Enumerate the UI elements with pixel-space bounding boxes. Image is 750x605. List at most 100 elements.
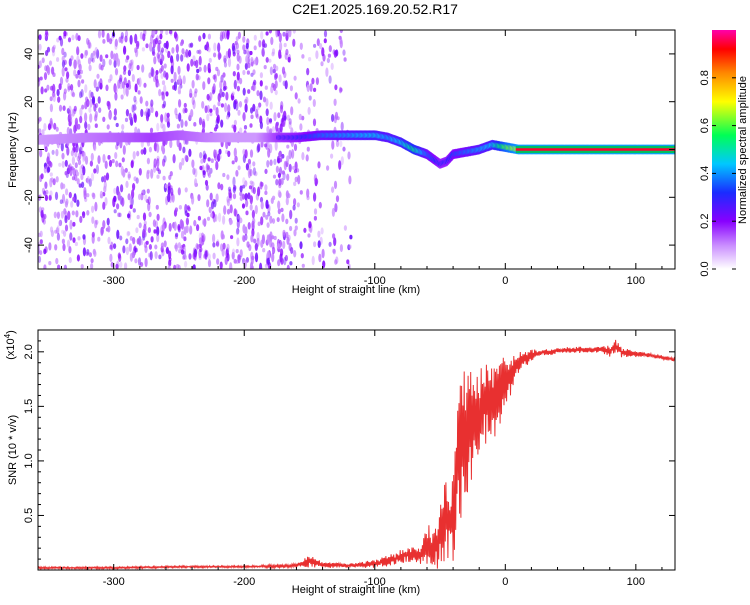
noise-speckle bbox=[207, 253, 211, 261]
noise-speckle bbox=[64, 215, 68, 224]
noise-speckle bbox=[185, 217, 189, 226]
noise-speckle bbox=[253, 238, 257, 244]
noise-speckle bbox=[339, 87, 343, 92]
noise-speckle bbox=[105, 172, 110, 181]
noise-speckle bbox=[330, 153, 334, 159]
noise-speckle bbox=[180, 230, 185, 239]
noise-speckle bbox=[133, 95, 137, 103]
noise-speckle bbox=[217, 101, 221, 107]
noise-speckle bbox=[242, 35, 246, 43]
noise-speckle bbox=[178, 99, 182, 108]
x-tick-label: -300 bbox=[103, 275, 125, 287]
noise-speckle bbox=[293, 169, 297, 174]
noise-speckle bbox=[334, 84, 338, 91]
noise-speckle bbox=[54, 191, 59, 201]
noise-speckle bbox=[272, 174, 277, 179]
noise-speckle bbox=[138, 77, 142, 88]
noise-speckle bbox=[169, 171, 173, 177]
noise-speckle bbox=[235, 169, 239, 177]
noise-speckle bbox=[242, 177, 246, 185]
noise-speckle bbox=[244, 180, 248, 187]
noise-speckle bbox=[41, 213, 45, 223]
noise-speckle bbox=[39, 149, 43, 158]
noise-speckle bbox=[148, 146, 152, 153]
noise-speckle bbox=[77, 35, 81, 42]
noise-speckle bbox=[38, 34, 42, 41]
noise-speckle bbox=[86, 249, 90, 255]
noise-speckle bbox=[216, 69, 221, 77]
x-tick-label: 100 bbox=[627, 576, 645, 588]
noise-speckle bbox=[207, 46, 211, 53]
noise-speckle bbox=[114, 38, 118, 48]
noise-speckle bbox=[77, 79, 81, 88]
noise-speckle bbox=[115, 263, 119, 269]
y-tick-label: -40 bbox=[23, 237, 35, 253]
noise-speckle bbox=[102, 220, 106, 229]
noise-speckle bbox=[74, 162, 78, 169]
noise-speckle bbox=[68, 257, 72, 264]
noise-speckle bbox=[146, 169, 150, 174]
noise-speckle bbox=[271, 242, 275, 250]
noise-speckle bbox=[272, 68, 276, 74]
noise-speckle bbox=[334, 111, 339, 120]
noise-speckle bbox=[266, 250, 270, 260]
noise-speckle bbox=[162, 100, 167, 108]
noise-speckle bbox=[264, 190, 268, 195]
noise-speckle bbox=[134, 99, 138, 105]
noise-speckle bbox=[241, 203, 246, 209]
noise-speckle bbox=[51, 149, 55, 155]
noise-speckle bbox=[63, 264, 67, 269]
noise-speckle bbox=[257, 221, 261, 227]
noise-speckle bbox=[288, 163, 292, 173]
snr-panel: -300 -200 -100 0 100 0.5 1.0 1.5 2.0 Height of s… bbox=[3, 329, 676, 596]
noise-speckle bbox=[269, 66, 273, 75]
noise-speckle bbox=[245, 42, 249, 50]
noise-speckle bbox=[139, 96, 143, 104]
noise-speckle bbox=[83, 187, 87, 196]
noise-speckle bbox=[183, 253, 187, 258]
noise-speckle bbox=[43, 190, 47, 196]
noise-speckle bbox=[245, 55, 249, 64]
noise-speckle bbox=[50, 85, 54, 91]
noise-speckle bbox=[191, 79, 195, 89]
noise-speckle bbox=[245, 199, 249, 208]
x-tick-label: 0 bbox=[502, 576, 508, 588]
noise-speckle bbox=[86, 98, 90, 108]
noise-speckle bbox=[67, 210, 71, 221]
noise-speckle bbox=[306, 188, 310, 198]
noise-speckle bbox=[206, 113, 210, 122]
noise-speckle bbox=[284, 254, 288, 262]
noise-speckle bbox=[271, 51, 275, 57]
noise-speckle bbox=[202, 32, 206, 40]
noise-speckle bbox=[182, 146, 186, 154]
noise-speckle bbox=[38, 255, 42, 263]
noise-speckle bbox=[301, 54, 305, 59]
noise-speckle bbox=[291, 149, 295, 159]
noise-speckle bbox=[209, 111, 213, 117]
noise-speckle bbox=[265, 57, 269, 63]
noise-speckle bbox=[275, 179, 279, 186]
noise-speckle bbox=[69, 219, 73, 230]
noise-speckle bbox=[273, 112, 277, 122]
noise-speckle bbox=[122, 85, 127, 96]
noise-speckle bbox=[332, 248, 336, 254]
noise-speckle bbox=[278, 178, 282, 186]
noise-speckle bbox=[226, 208, 231, 215]
noise-speckle bbox=[262, 248, 266, 253]
noise-speckle bbox=[285, 231, 289, 239]
noise-speckle bbox=[292, 204, 296, 211]
noise-speckle bbox=[161, 223, 166, 232]
noise-speckle bbox=[152, 51, 156, 56]
noise-speckle bbox=[236, 52, 240, 62]
noise-speckle bbox=[253, 79, 257, 86]
noise-speckle bbox=[137, 90, 141, 95]
noise-speckle bbox=[180, 54, 184, 62]
noise-speckle bbox=[229, 204, 233, 214]
noise-speckle bbox=[215, 241, 220, 247]
noise-speckle bbox=[124, 167, 128, 173]
noise-speckle bbox=[163, 240, 167, 248]
noise-speckle bbox=[104, 160, 108, 169]
noise-speckle bbox=[53, 122, 57, 130]
noise-speckle bbox=[71, 34, 75, 41]
noise-speckle bbox=[297, 98, 301, 104]
